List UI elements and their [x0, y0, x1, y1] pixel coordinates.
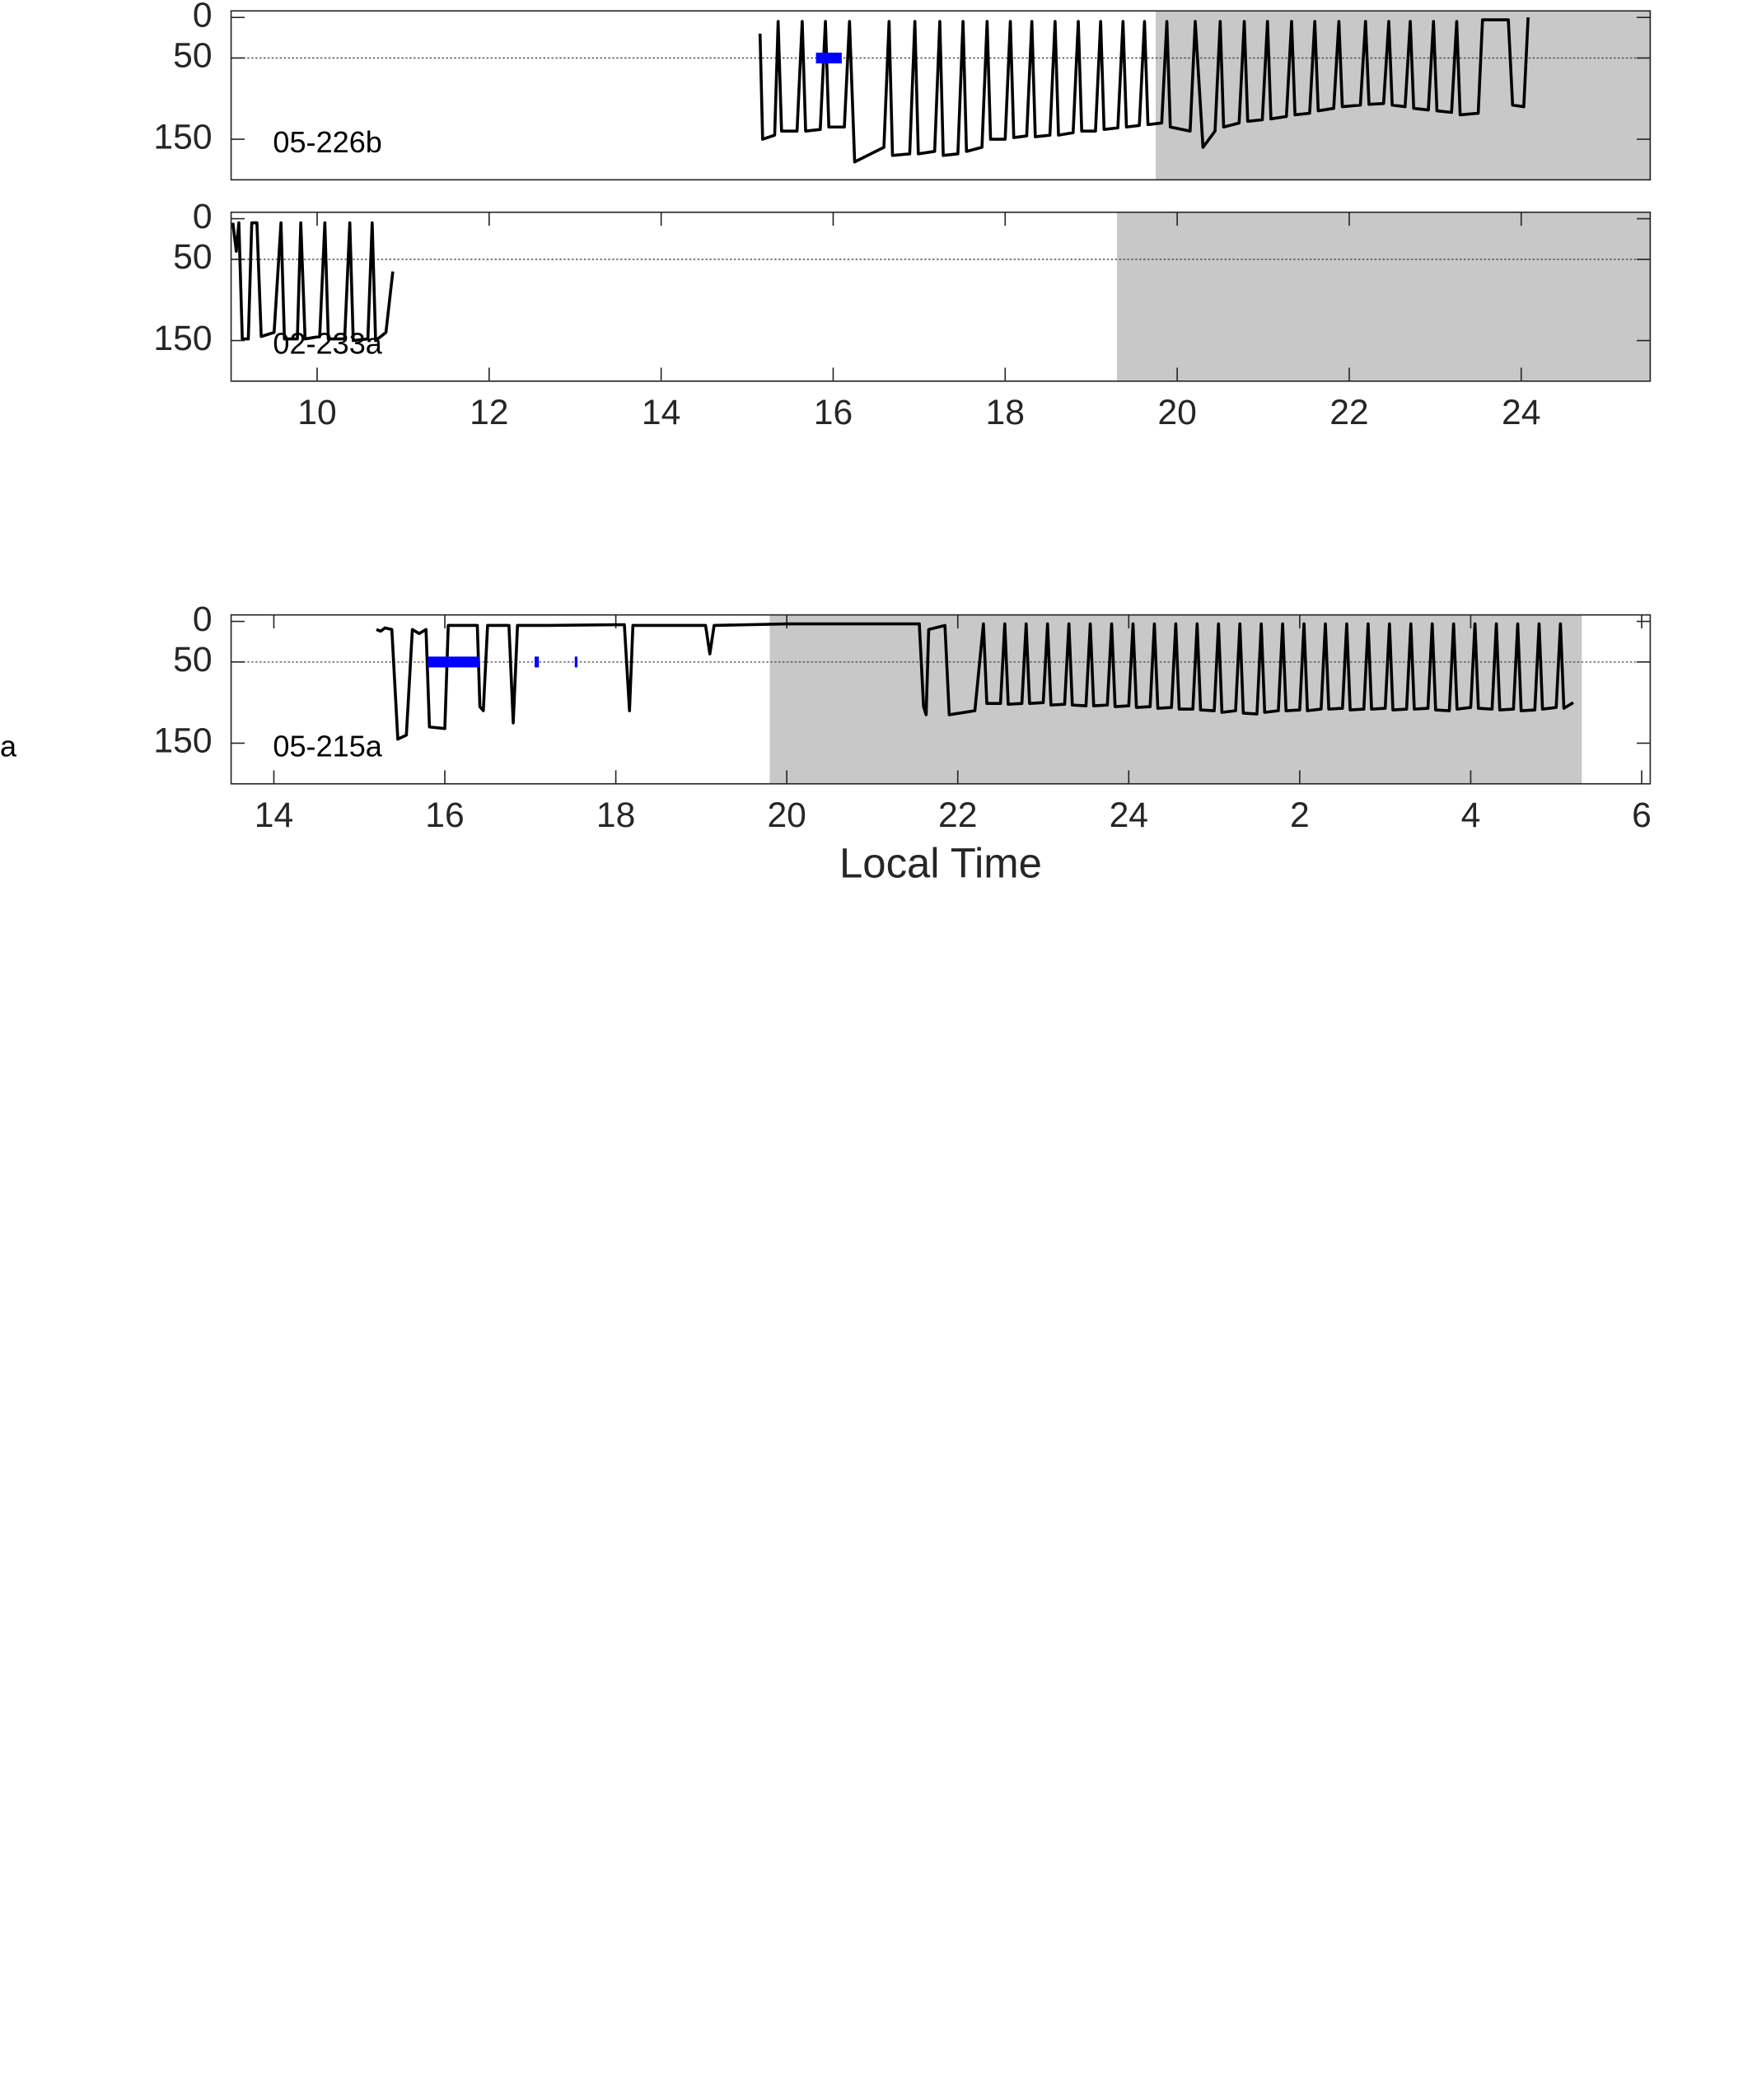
y-tick-label: 150 — [153, 117, 212, 156]
dive-trace — [231, 221, 395, 343]
x-axis-label: Local Time — [839, 839, 1042, 886]
x-tick-label: 10 — [297, 393, 336, 432]
x-tick-label: 16 — [425, 796, 464, 835]
x-tick-label: 4 — [1461, 796, 1481, 835]
y-tick-label: 0 — [193, 0, 213, 35]
x-tick-label: 20 — [1157, 393, 1196, 432]
x-tick-label: 14 — [642, 393, 680, 432]
y-tick-label: 150 — [153, 319, 212, 358]
y-tick-label: 50 — [173, 36, 212, 76]
night-shade — [1156, 11, 1651, 180]
x-tick-label: 14 — [255, 796, 293, 835]
x-tick-label: 16 — [814, 393, 853, 432]
panel-label: 05-226b — [273, 125, 381, 159]
y-tick-label: 150 — [153, 721, 212, 761]
x-tick-label: 18 — [596, 796, 635, 835]
x-tick-label: 22 — [938, 796, 977, 835]
x-tick-label: 6 — [1632, 796, 1652, 835]
y-tick-label: 50 — [173, 237, 212, 277]
y-tick-label: 0 — [193, 600, 213, 639]
event-bar — [574, 656, 578, 668]
x-tick-label: 2 — [1290, 796, 1310, 835]
x-tick-label: 22 — [1329, 393, 1368, 432]
x-tick-label: 20 — [767, 796, 806, 835]
x-tick-label: 12 — [470, 393, 508, 432]
night-shade — [1117, 212, 1651, 381]
y-tick-label: 0 — [193, 197, 213, 236]
event-bar — [535, 656, 540, 668]
stray-label: a — [0, 730, 17, 763]
dive-trace — [376, 622, 1574, 741]
event-bar — [815, 52, 842, 64]
y-tick-label: 50 — [173, 640, 212, 679]
axes-frame — [230, 614, 1652, 785]
axes-frame — [230, 10, 1652, 181]
x-tick-label: 24 — [1502, 393, 1540, 432]
axes-frame — [230, 211, 1652, 382]
panel-label: 05-215a — [273, 730, 382, 763]
x-tick-label: 18 — [986, 393, 1025, 432]
x-tick-label: 24 — [1110, 796, 1148, 835]
dive-trace — [758, 17, 1530, 164]
event-bar — [428, 656, 479, 668]
panel-label: 02-233a — [273, 327, 382, 361]
